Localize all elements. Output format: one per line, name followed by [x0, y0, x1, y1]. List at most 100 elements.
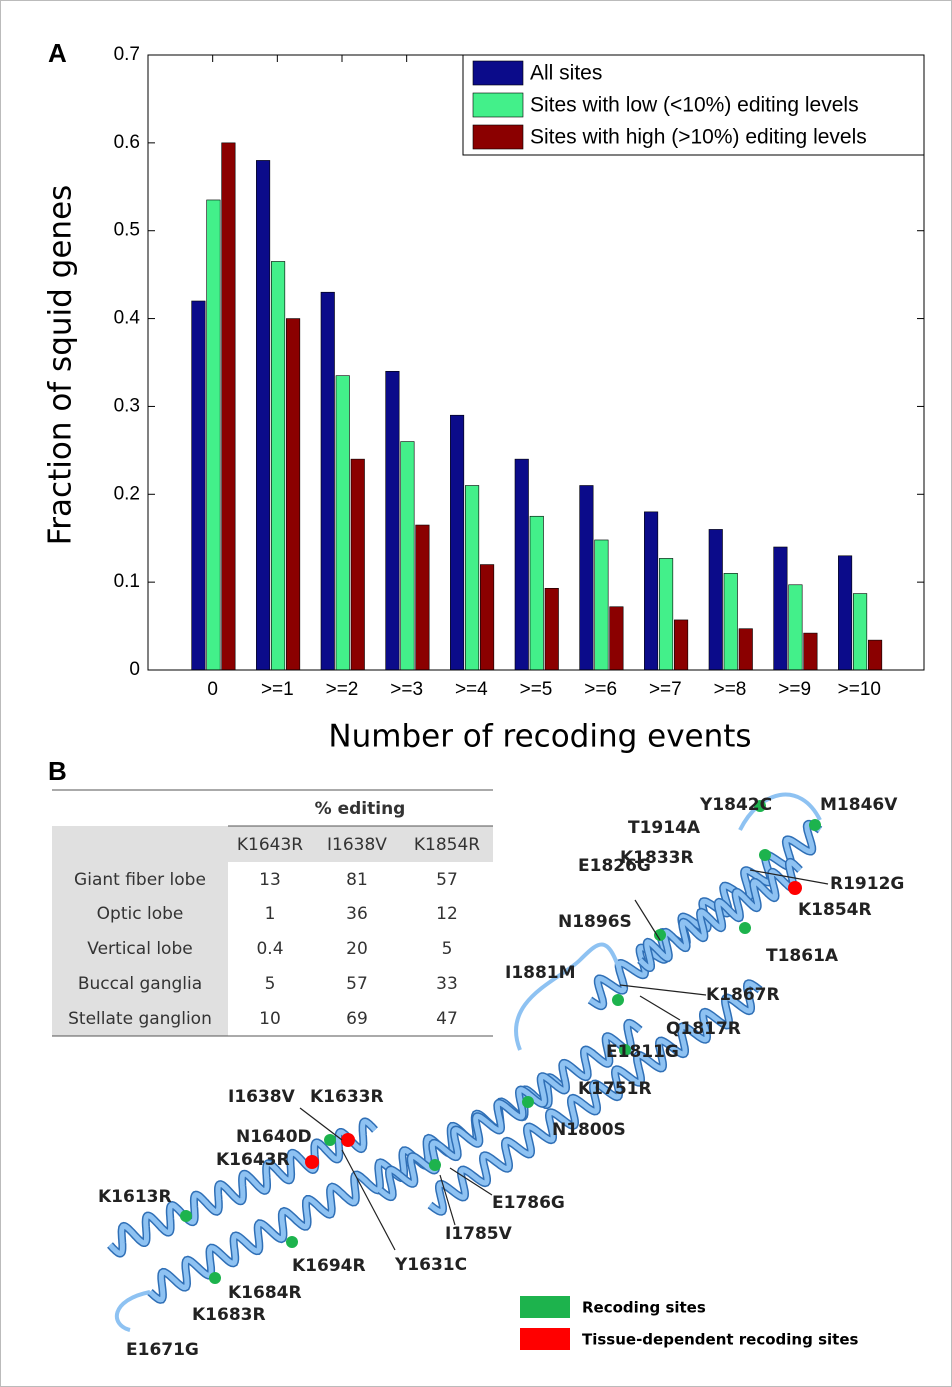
- legend-label: All sites: [530, 62, 602, 85]
- bar: [415, 524, 430, 671]
- y-tick-label: 0: [129, 659, 140, 680]
- column-header: K1643R: [237, 835, 303, 855]
- x-tick-label: >=5: [520, 679, 553, 700]
- table-cell: 12: [436, 904, 458, 924]
- site-label: K1833R: [620, 848, 694, 868]
- protein-structure: [107, 792, 823, 1332]
- x-tick-label: >=9: [778, 679, 811, 700]
- y-tick-label: 0.5: [114, 220, 140, 241]
- site-label: K1684R: [228, 1283, 302, 1303]
- recoding-site: [286, 1236, 298, 1248]
- table-cell: Vertical lobe: [87, 939, 192, 959]
- x-tick-label: >=6: [584, 679, 617, 700]
- bar: [838, 555, 853, 671]
- x-tick-label: >=7: [649, 679, 682, 700]
- recoding-site: [324, 1134, 336, 1146]
- legend-swatch: [520, 1296, 570, 1318]
- table-cell: 1: [265, 904, 276, 924]
- y-tick-label: 0.1: [114, 571, 140, 592]
- table-cell: 33: [436, 974, 458, 994]
- helix: [378, 1020, 642, 1200]
- bar: [450, 414, 465, 671]
- tissue-site: [341, 1133, 355, 1147]
- table-shade: [52, 862, 228, 1036]
- table-cell: 57: [436, 870, 458, 890]
- x-tick-label: >=8: [714, 679, 747, 700]
- table-cell: 81: [346, 870, 368, 890]
- recoding-site: [209, 1272, 221, 1284]
- bar: [221, 142, 236, 671]
- site-label: K1683R: [192, 1305, 266, 1325]
- y-tick-label: 0.2: [114, 483, 140, 504]
- table-cell: Optic lobe: [97, 904, 184, 924]
- recoding-site: [809, 819, 821, 831]
- recoding-site: [612, 994, 624, 1006]
- y-tick-label: 0.6: [114, 132, 140, 153]
- panel-label: B: [48, 756, 67, 786]
- legend-label: Sites with low (<10%) editing levels: [530, 94, 859, 117]
- legend-swatch: [472, 124, 524, 150]
- y-tick-label: 0.3: [114, 395, 140, 416]
- site-label: K1694R: [292, 1256, 366, 1276]
- legend-swatch: [520, 1328, 570, 1350]
- bar: [773, 546, 788, 671]
- column-header: I1638V: [327, 835, 387, 855]
- bar: [803, 632, 818, 671]
- bar: [514, 458, 529, 671]
- site-label: I1881M: [505, 963, 576, 983]
- recoding-site: [619, 1044, 631, 1056]
- bar: [674, 619, 689, 671]
- site-label: N1640D: [236, 1127, 312, 1147]
- site-label: K1643R: [216, 1150, 290, 1170]
- y-axis-label: Fraction of squid genes: [43, 185, 79, 546]
- site-label: N1800S: [552, 1120, 626, 1140]
- bar: [853, 593, 868, 671]
- table-cell: 69: [346, 1009, 368, 1029]
- recoding-site: [754, 800, 766, 812]
- site-label: K1867R: [706, 985, 780, 1005]
- y-tick-label: 0.4: [114, 308, 141, 329]
- x-tick-label: >=1: [261, 679, 294, 700]
- bar: [256, 160, 271, 671]
- site-label: K1613R: [98, 1187, 172, 1207]
- table-cell: 5: [442, 939, 453, 959]
- site-label: R1912G: [830, 874, 904, 894]
- x-tick-label: >=2: [326, 679, 359, 700]
- x-tick-label: 0: [207, 679, 218, 700]
- site-label: Y1842C: [699, 795, 772, 815]
- bar: [659, 558, 674, 671]
- bar: [480, 564, 495, 671]
- bar: [320, 291, 335, 671]
- table-shade: [52, 826, 493, 862]
- bar: [385, 370, 400, 671]
- bar: [788, 584, 803, 671]
- bar: [738, 628, 753, 671]
- bar: [529, 515, 544, 671]
- recoding-site: [759, 849, 771, 861]
- table-cell: 0.4: [256, 939, 283, 959]
- bar: [579, 485, 594, 671]
- x-axis-label: Number of recoding events: [328, 719, 751, 755]
- leader-lines: [299, 869, 829, 1251]
- loop: [514, 942, 627, 1051]
- loop: [738, 792, 822, 831]
- recoding-site: [739, 922, 751, 934]
- site-label: M1846V: [820, 795, 898, 815]
- loop: [114, 1290, 151, 1332]
- table-cell: 36: [346, 904, 368, 924]
- helix: [108, 1118, 377, 1257]
- site-label: I1638V: [228, 1087, 296, 1107]
- bar: [350, 458, 365, 671]
- site-label: E1826G: [578, 856, 651, 876]
- table-cell: 13: [259, 870, 281, 890]
- table-cell: 10: [259, 1009, 281, 1029]
- helix: [428, 980, 762, 1215]
- bar: [271, 261, 286, 671]
- bar: [644, 511, 659, 671]
- legend-swatch: [472, 92, 524, 118]
- recoding-site: [180, 1210, 192, 1222]
- legend-swatch: [472, 60, 524, 86]
- site-label: Q1817R: [666, 1019, 741, 1039]
- legend-label: Tissue-dependent recoding sites: [582, 1331, 858, 1349]
- table-cell: 5: [265, 974, 276, 994]
